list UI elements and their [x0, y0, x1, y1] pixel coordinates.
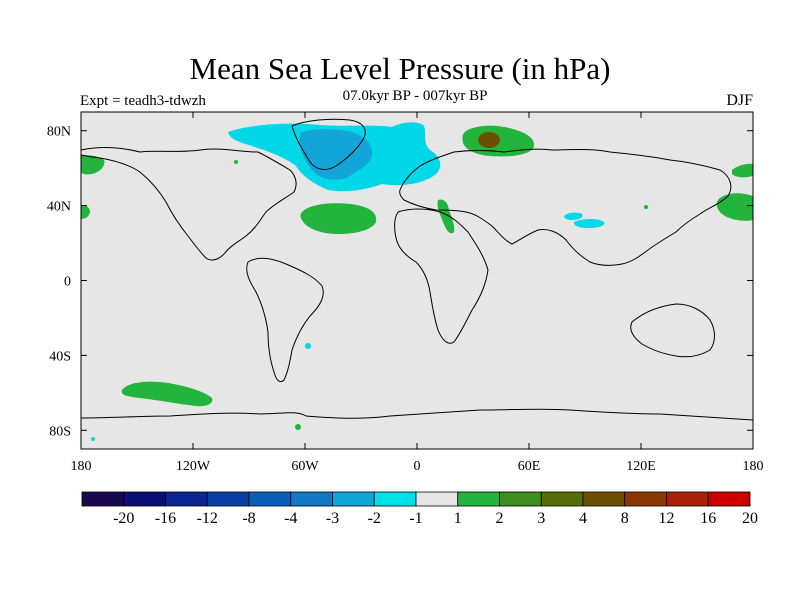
lat-tick-label: 0	[64, 275, 71, 290]
colorbar-label: -3	[326, 510, 339, 527]
colorbar-swatch	[582, 491, 626, 507]
colorbar-label: 16	[700, 510, 716, 527]
south-pacific-positive	[121, 381, 213, 407]
colorbar-swatch	[165, 491, 208, 507]
plot-subtitle: 07.0kyr BP - 007kyr BP	[342, 88, 488, 104]
colorbar-swatch	[373, 491, 417, 507]
colorbar-swatch	[206, 491, 250, 507]
north-pacific-west-edge	[81, 205, 90, 219]
north-pacific-east-positive	[716, 193, 753, 221]
colorbar-swatch	[248, 491, 292, 507]
lon-tick-label: 0	[414, 459, 421, 474]
lat-tick-label: 80N	[47, 125, 71, 140]
lon-tick-label: 180	[71, 459, 92, 474]
central-asia-negative	[564, 212, 583, 220]
colorbar-label: 3	[537, 510, 545, 527]
colorbar-label: 8	[621, 510, 629, 527]
colorbar-label: 4	[579, 510, 587, 527]
greenland-core-negative	[299, 129, 373, 180]
anomaly-fields	[81, 122, 753, 441]
speck	[305, 343, 311, 349]
speck	[234, 160, 238, 164]
coastline-australia	[630, 303, 715, 358]
central-atlantic-positive	[300, 203, 377, 234]
map-panel: 80N 40N 0 40S 80S 180 120W 60W 0 60E 120E 180	[47, 111, 764, 474]
coastline-south-america	[246, 257, 324, 383]
colorbar-swatch	[332, 491, 375, 507]
lon-axis: 180 120W 60W 0 60E 120E 180	[71, 112, 764, 474]
speck	[91, 437, 95, 441]
colorbar-label: -4	[284, 510, 297, 527]
colorbar-swatch	[499, 491, 542, 507]
lon-tick-label: 60E	[518, 459, 541, 474]
central-asia-negative-2	[573, 219, 605, 228]
colorbar-label: -16	[155, 510, 176, 527]
colorbar-swatch	[624, 491, 667, 507]
colorbar-swatch	[81, 491, 125, 507]
lon-tick-label: 120E	[626, 459, 656, 474]
lat-tick-label: 40S	[49, 349, 71, 364]
colorbar-label: -12	[197, 510, 218, 527]
lat-tick-label: 80S	[49, 424, 71, 439]
coastline-north-america	[81, 147, 297, 261]
experiment-label: Expt = teadh3-tdwzh	[80, 93, 206, 109]
plot-title: Mean Sea Level Pressure (in hPa)	[189, 51, 611, 86]
barents-sea-core-positive	[478, 132, 500, 148]
colorbar: -20 -16 -12 -8 -4 -3 -2 -1 1 2 3 4 8 12 16 20	[81, 491, 758, 527]
coastline-antarctica	[81, 408, 753, 421]
colorbar-label: 1	[454, 510, 462, 527]
speck	[295, 424, 301, 430]
colorbar-swatch	[123, 491, 166, 507]
coastlines	[81, 118, 753, 421]
colorbar-swatch	[457, 491, 500, 507]
lon-tick-label: 60W	[291, 459, 319, 474]
lat-axis: 80N 40N 0 40S 80S	[47, 125, 753, 439]
coastline-africa	[394, 208, 489, 344]
colorbar-label: 2	[496, 510, 504, 527]
colorbar-swatch	[707, 491, 751, 507]
colorbar-swatch	[666, 491, 709, 507]
lat-tick-label: 40N	[47, 200, 71, 215]
north-pacific-east-edge	[732, 163, 753, 178]
colorbar-label: 12	[659, 510, 675, 527]
colorbar-label: -2	[368, 510, 381, 527]
north-africa-positive	[437, 199, 455, 234]
colorbar-swatch	[290, 491, 333, 507]
season-label: DJF	[726, 92, 753, 109]
speck	[644, 205, 648, 209]
coastline-eurasia	[399, 148, 732, 266]
coastline-greenland	[291, 118, 366, 170]
colorbar-label: -20	[113, 510, 134, 527]
colorbar-label: -1	[409, 510, 422, 527]
north-pacific-west-positive	[81, 155, 105, 175]
colorbar-label: 20	[742, 510, 758, 527]
colorbar-swatch	[540, 491, 584, 507]
colorbar-swatch	[415, 491, 459, 507]
colorbar-label: -8	[242, 510, 255, 527]
lon-tick-label: 120W	[176, 459, 211, 474]
lon-tick-label: 180	[743, 459, 764, 474]
